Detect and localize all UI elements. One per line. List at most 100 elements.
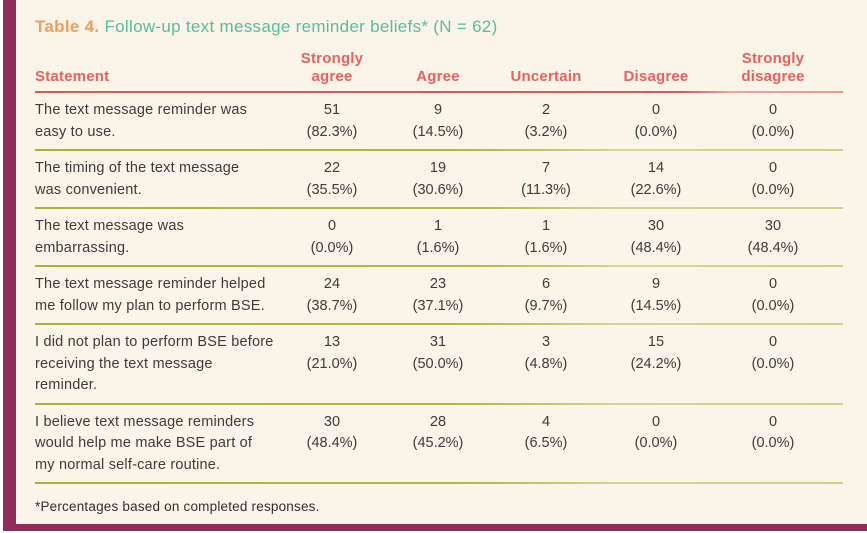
percent-value: (21.0%) (306, 355, 358, 372)
value-cell: 22 (35.5%) (279, 158, 385, 201)
count-value: 0 (327, 218, 337, 234)
percent-value: (82.3%) (306, 123, 358, 140)
table-content: Table 4. Follow-up text message reminder… (16, 0, 867, 514)
table-row: The text message reminder helped me foll… (35, 267, 843, 325)
percent-value: (11.3%) (521, 181, 571, 198)
col-header-disagree: Disagree (623, 68, 689, 85)
percent-value: (0.0%) (751, 297, 795, 314)
statement-cell: I did not plan to perform BSE before rec… (35, 334, 274, 393)
count-value: 4 (541, 413, 551, 430)
value-cell: 30 (48.4%) (279, 412, 385, 455)
count-value: 9 (651, 276, 661, 292)
count-value: 0 (768, 276, 778, 292)
count-value: 51 (323, 102, 341, 118)
percent-value: (45.2%) (412, 435, 464, 451)
value-cell: 2 (3.2%) (491, 100, 601, 143)
percent-value: (0.0%) (751, 181, 795, 198)
count-value: 24 (323, 276, 341, 292)
percent-value: (4.8%) (524, 355, 568, 372)
value-cell: 0 (0.0%) (711, 274, 835, 317)
value-cell: 0 (0.0%) (711, 332, 835, 375)
col-header-statement: Statement (35, 68, 110, 85)
header-row: Statement Strongly agree Agree Uncertain… (35, 50, 843, 93)
col-header-agree: Agree (416, 68, 460, 85)
percent-value: (3.2%) (524, 123, 568, 140)
value-cell: 30 (48.4%) (711, 216, 835, 259)
value-cell: 24 (38.7%) (279, 274, 385, 317)
percent-value: (35.5%) (306, 181, 358, 198)
statement-cell: The text message reminder helped me foll… (35, 276, 266, 314)
value-cell: 51 (82.3%) (279, 100, 385, 143)
col-header-strongly-disagree: Strongly disagree (741, 50, 805, 85)
value-cell: 9 (14.5%) (385, 100, 491, 143)
percent-value: (14.5%) (630, 297, 682, 314)
value-cell: 0 (0.0%) (601, 100, 711, 143)
percent-value: (1.6%) (524, 239, 568, 256)
percent-value: (22.6%) (630, 181, 682, 198)
value-cell: 14 (22.6%) (601, 158, 711, 201)
count-value: 31 (429, 334, 447, 350)
percent-value: (14.5%) (412, 123, 464, 140)
count-value: 9 (433, 102, 443, 118)
value-cell: 19 (30.6%) (385, 158, 491, 201)
count-value: 30 (647, 218, 665, 234)
value-cell: 15 (24.2%) (601, 332, 711, 375)
statement-cell: The timing of the text message was conve… (35, 160, 240, 198)
percent-value: (0.0%) (310, 239, 354, 256)
count-value: 28 (429, 413, 447, 430)
value-cell: 31 (50.0%) (385, 332, 491, 375)
table-caption: Follow-up text message reminder beliefs*… (104, 17, 498, 36)
table-row: I did not plan to perform BSE before rec… (35, 325, 843, 405)
count-value: 23 (429, 276, 447, 292)
value-cell: 9 (14.5%) (601, 274, 711, 317)
count-value: 15 (647, 334, 665, 350)
value-cell: 1 (1.6%) (385, 216, 491, 259)
value-cell: 0 (0.0%) (601, 412, 711, 455)
table-title: Table 4. Follow-up text message reminder… (35, 17, 843, 37)
table-row: The text message was embarrassing. 0 (0.0… (35, 209, 843, 267)
col-header-strongly-agree: Strongly agree (300, 50, 364, 85)
count-value: 7 (541, 160, 551, 176)
count-value: 6 (541, 276, 551, 292)
percent-value: (0.0%) (751, 435, 795, 451)
percent-value: (24.2%) (630, 355, 682, 372)
count-value: 30 (764, 218, 782, 234)
table-row: The text message reminder was easy to us… (35, 93, 843, 151)
table-number-label: Table 4. (35, 17, 100, 36)
percent-value: (0.0%) (634, 435, 678, 451)
table-panel: Table 4. Follow-up text message reminder… (3, 0, 867, 531)
count-value: 0 (651, 102, 661, 118)
count-value: 0 (768, 413, 778, 430)
percent-value: (0.0%) (751, 123, 795, 140)
count-value: 19 (429, 160, 447, 176)
count-value: 0 (768, 102, 778, 118)
value-cell: 28 (45.2%) (385, 412, 491, 455)
count-value: 13 (323, 334, 341, 350)
count-value: 0 (768, 160, 778, 176)
count-value: 0 (768, 334, 778, 350)
col-header-uncertain: Uncertain (510, 68, 582, 85)
value-cell: 0 (0.0%) (711, 100, 835, 143)
percent-value: (37.1%) (412, 297, 464, 314)
statement-cell: The text message was embarrassing. (35, 218, 185, 256)
percent-value: (50.0%) (412, 355, 464, 372)
value-cell: 0 (0.0%) (279, 216, 385, 259)
percent-value: (48.4%) (630, 239, 682, 256)
percent-value: (1.6%) (416, 239, 460, 256)
statement-cell: I believe text message reminders would h… (35, 413, 255, 473)
count-value: 2 (541, 102, 551, 118)
table-footnote: *Percentages based on completed response… (35, 499, 320, 514)
value-cell: 3 (4.8%) (491, 332, 601, 375)
count-value: 30 (323, 413, 341, 430)
statement-cell: The text message reminder was easy to us… (35, 102, 248, 140)
table-row: I believe text message reminders would h… (35, 404, 843, 484)
value-cell: 7 (11.3%) (491, 158, 601, 201)
percent-value: (9.7%) (524, 297, 568, 314)
value-cell: 1 (1.6%) (491, 216, 601, 259)
count-value: 0 (651, 413, 661, 430)
value-cell: 0 (0.0%) (711, 158, 835, 201)
percent-value: (0.0%) (634, 123, 678, 140)
value-cell: 23 (37.1%) (385, 274, 491, 317)
count-value: 1 (433, 218, 443, 234)
percent-value: (0.0%) (751, 355, 795, 372)
